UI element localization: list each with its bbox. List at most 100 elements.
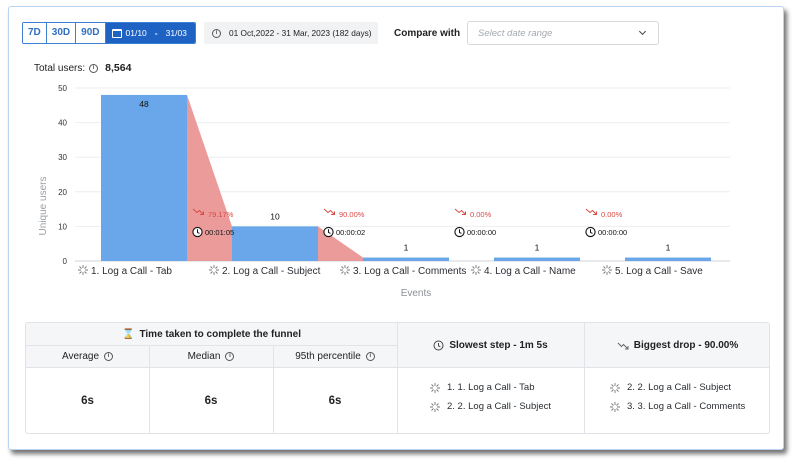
bar-value-label: 1 — [666, 243, 671, 253]
funnel-bar — [232, 226, 318, 261]
category-label: 2. Log a Call - Subject — [209, 265, 321, 277]
drop-area — [187, 94, 232, 261]
x-tick-label: 5. Log a Call - Save — [615, 266, 703, 277]
biggest-drop-list: 2. 2. Log a Call - Subject 3. 3. Log a C… — [610, 378, 769, 416]
slowest-step-1: 1. 1. Log a Call - Tab — [447, 382, 535, 393]
y-tick-label: 20 — [58, 188, 67, 197]
info-icon[interactable]: i — [104, 351, 114, 361]
click-icon — [430, 382, 440, 393]
p95-header: 95th percentile i — [273, 345, 397, 367]
list-item: 1. 1. Log a Call - Tab — [430, 378, 590, 397]
click-icon — [610, 382, 620, 393]
y-tick-label: 50 — [58, 84, 67, 93]
compare-label: Compare with — [394, 28, 461, 39]
drop-step-1: 2. 2. Log a Call - Subject — [627, 382, 732, 393]
info-icon[interactable]: i — [225, 351, 235, 361]
drop-time: 00:00:00 — [467, 228, 496, 237]
chevron-down-icon — [638, 27, 647, 36]
drop-time: 00:00:02 — [336, 228, 365, 237]
slowest-steps-list: 1. 1. Log a Call - Tab 2. 2. Log a Call … — [430, 378, 590, 416]
range-90d-button[interactable]: 90D — [76, 23, 106, 43]
slowest-step-2: 2. 2. Log a Call - Subject — [447, 401, 552, 412]
trend-down-icon — [617, 342, 629, 349]
click-icon — [78, 265, 88, 275]
x-axis-label: Events — [401, 288, 432, 299]
custom-range-start: 01/10 — [125, 28, 147, 38]
range-30d-button[interactable]: 30D — [46, 23, 77, 43]
funnel-bar — [363, 257, 449, 261]
trend-down-icon — [192, 208, 204, 215]
category-label: 5. Log a Call - Save — [602, 265, 703, 277]
y-tick-label: 10 — [58, 222, 67, 231]
compare-date-select[interactable]: Select date range — [467, 21, 659, 45]
click-icon — [602, 265, 612, 275]
slowest-step-label: Slowest step - 1m 5s — [449, 339, 548, 351]
drop-percent: 79.17% — [208, 210, 234, 219]
drop-percent: 0.00% — [601, 210, 623, 219]
funnel-stats-table: ⌛ Time taken to complete the funnel Aver… — [25, 322, 770, 434]
click-icon — [610, 401, 620, 412]
date-info-pill: i 01 Oct,2022 - 31 Mar, 2023 (182 days) — [204, 22, 378, 44]
clock-hand — [459, 229, 462, 234]
bar-value-label: 10 — [270, 211, 280, 221]
info-icon[interactable]: i — [365, 351, 375, 361]
drop-percent: 90.00% — [339, 210, 365, 219]
p95-value: 6s — [328, 395, 342, 407]
average-label: Average — [61, 350, 100, 362]
trend-down-icon — [585, 208, 597, 215]
info-icon: i — [212, 28, 221, 38]
time-header: ⌛ Time taken to complete the funnel — [26, 323, 397, 345]
bar-value-label: 1 — [404, 243, 409, 253]
clock-hand — [328, 229, 331, 234]
list-item: 3. 3. Log a Call - Comments — [610, 397, 769, 416]
calendar-icon — [111, 28, 122, 38]
date-range-selector: 7D 30D 90D 01/10 - 31/03 — [22, 22, 196, 44]
drop-time: 00:01:05 — [205, 228, 234, 237]
total-users: Total users: i 8,564 — [34, 62, 131, 74]
average-header: Average i — [26, 345, 149, 367]
clock-hand — [197, 229, 200, 234]
biggest-drop-header: Biggest drop - 90.00% — [584, 323, 769, 367]
funnel-bar — [101, 94, 187, 261]
drop-percent: 0.00% — [470, 210, 492, 219]
info-icon[interactable]: i — [89, 63, 99, 73]
custom-range-end: 31/03 — [165, 28, 187, 38]
y-tick-label: 0 — [63, 257, 68, 266]
x-tick-label: 1. Log a Call - Tab — [91, 266, 172, 277]
list-item: 2. 2. Log a Call - Subject — [430, 397, 590, 416]
slowest-step-header: Slowest step - 1m 5s — [397, 323, 584, 367]
funnel-chart: Unique users Events 0 10 20 30 40 50 48 1. Log … — [38, 84, 730, 299]
click-icon — [209, 265, 219, 275]
category-label: 1. Log a Call - Tab — [78, 265, 172, 277]
median-header: Median i — [149, 345, 273, 367]
x-tick-label: 3. Log a Call - Comments — [353, 266, 466, 277]
x-tick-label: 2. Log a Call - Subject — [222, 266, 321, 277]
date-info-text: 01 Oct,2022 - 31 Mar, 2023 (182 days) — [229, 28, 372, 38]
hourglass-icon: ⌛ — [122, 328, 135, 340]
click-icon — [471, 265, 481, 275]
median-value: 6s — [204, 395, 218, 407]
clock-hand — [590, 229, 593, 234]
list-item: 2. 2. Log a Call - Subject — [610, 378, 769, 397]
median-label: Median — [187, 350, 221, 362]
compare-placeholder: Select date range — [478, 28, 553, 39]
y-tick-label: 30 — [58, 153, 67, 162]
category-label: 4. Log a Call - Name — [471, 265, 576, 277]
biggest-drop-label: Biggest drop - 90.00% — [633, 339, 739, 351]
trend-down-icon — [454, 208, 466, 215]
average-value: 6s — [81, 395, 94, 407]
bar-value-label: 1 — [535, 243, 540, 253]
click-icon — [340, 265, 350, 275]
range-7d-button[interactable]: 7D — [23, 23, 47, 43]
funnel-bar — [494, 257, 580, 261]
total-users-label: Total users: — [34, 62, 86, 74]
click-icon — [430, 401, 440, 412]
funnel-bar — [625, 257, 711, 261]
bar-value-label: 48 — [139, 99, 149, 109]
time-header-label: Time taken to complete the funnel — [139, 328, 301, 340]
total-users-value: 8,564 — [105, 62, 132, 74]
range-separator: - — [154, 28, 158, 38]
custom-range-button[interactable]: 01/10 - 31/03 — [105, 23, 195, 43]
p95-label: 95th percentile — [295, 350, 361, 362]
category-label: 3. Log a Call - Comments — [340, 265, 466, 277]
